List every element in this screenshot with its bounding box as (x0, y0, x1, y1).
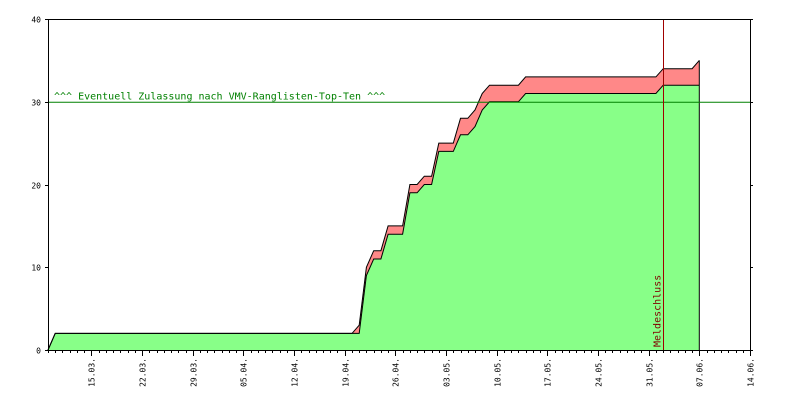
threshold-label: ^^^ Eventuell Zulassung nach VMV-Ranglis… (54, 91, 385, 102)
x-tick-label: 07.06. (696, 358, 705, 387)
annotation-layer: ^^^ Eventuell Zulassung nach VMV-Ranglis… (48, 19, 750, 350)
y-tick-label: 0 (36, 347, 41, 356)
x-tick-label: 12.04. (291, 358, 300, 387)
upper-series-line (47, 60, 700, 351)
y-tick-label: 30 (31, 99, 41, 108)
x-tick-label: 31.05. (646, 358, 655, 387)
x-tick-label: 15.03. (88, 358, 97, 387)
x-tick-label: 17.05. (544, 358, 553, 387)
area-layer (48, 60, 700, 351)
y-tick-label: 20 (31, 182, 41, 191)
x-tick-label: 24.05. (595, 358, 604, 387)
x-tick-label: 03.05. (443, 358, 452, 387)
x-tick-label: 10.05. (494, 358, 503, 387)
axes-layer: 0 10 20 30 40 15.03. 22.03. 29.03. 05.04. 12.04. 1… (31, 16, 755, 387)
lower-series-area (48, 85, 700, 350)
x-tick-label: 19.04. (342, 358, 351, 387)
x-tick-label: 14.06. (747, 358, 756, 387)
x-tick-label: 26.04. (392, 358, 401, 387)
x-tick-label: 29.03. (190, 358, 199, 387)
deadline-label: Meldeschluss (653, 275, 664, 347)
y-tick-label: 10 (31, 264, 41, 273)
x-tick-label: 22.03. (139, 358, 148, 387)
y-tick-label: 40 (31, 16, 41, 25)
x-tick-label: 05.04. (240, 358, 249, 387)
